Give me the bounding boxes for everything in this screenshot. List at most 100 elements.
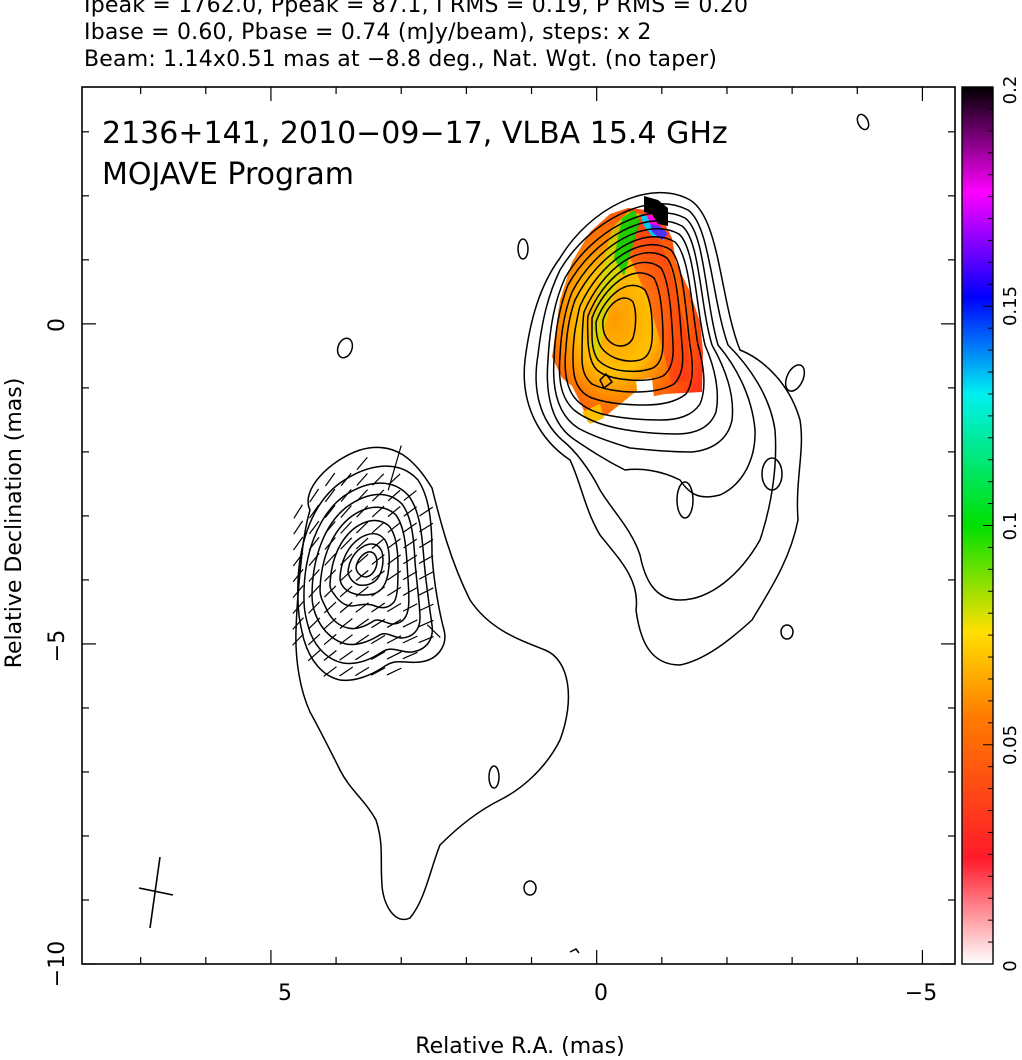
x-axis-label: Relative R.A. (mas) [415,1034,624,1059]
evpa-tick [403,554,418,565]
contour-core-9 [586,261,674,382]
evpa-tick [402,651,418,660]
x-tick-label: 5 [278,981,292,1006]
colorbar-tick-label: 0.05 [1000,725,1021,765]
evpa-tick [339,650,353,661]
evpa-tick [323,617,337,630]
contour-jet-4 [311,493,421,646]
evpa-tick [418,635,434,644]
y-tick-label: −10 [45,941,70,987]
contour-blob [517,238,529,260]
evpa-tick [307,649,321,662]
evpa-tick [402,619,418,628]
evpa-tick [402,570,418,581]
y-tick-label: 0 [45,318,70,332]
evpa-tick [354,666,370,677]
evpa-tick [386,619,402,628]
evpa-tick [387,522,401,533]
evpa-tick [403,538,418,549]
x-tick-label: 0 [594,981,608,1006]
contour-core-3 [546,212,756,498]
evpa-tick [387,538,401,549]
evpa-tick [339,585,353,598]
polarization-color-map [552,196,703,424]
contour-core-kink [599,372,614,390]
evpa-tick [355,602,369,613]
evpa-tick [418,587,434,596]
evpa-tick [356,456,368,471]
header-peak-line: Ipeak = 1762.0, Ppeak = 87.1, I RMS = 0.… [84,0,749,18]
evpa-tick [293,536,304,551]
evpa-tick [356,505,369,518]
evpa-tick [339,634,353,645]
evpa-tick [386,667,402,676]
evpa-tick [371,602,386,613]
evpa-tick [308,520,320,535]
axis-ticks [82,87,955,965]
evpa-tick [371,570,385,581]
evpa-tick [418,619,434,628]
evpa-tick [340,521,353,534]
y-axis-label: Relative Declination (mas) [2,378,27,669]
evpa-tick [355,650,370,661]
contour-blob [569,948,580,954]
contour-core-12 [602,297,637,347]
evpa-tick [323,633,337,646]
evpa-tick [324,569,337,582]
evpa-tick [356,473,368,486]
evpa-tick [418,571,434,580]
evpa-tick [387,489,401,502]
evpa-tick [355,586,369,597]
evpa-tick [355,618,370,629]
evpa-tick [292,617,304,630]
evpa-vectors [292,445,441,677]
evpa-tick [370,651,386,660]
contour-blob [523,880,537,896]
contour-core-2 [535,203,777,601]
contour-jet-outer [295,446,570,921]
evpa-tick [419,506,434,517]
evpa-tick [386,602,402,613]
evpa-tick [340,488,352,503]
evpa-tick [340,472,352,487]
evpa-tick [308,617,321,630]
contour-blob [336,337,354,359]
contour-core-7 [572,244,694,406]
evpa-tick [370,667,386,676]
colorbar-ticks [983,86,993,965]
evpa-tick [307,633,321,646]
plot-frame [81,86,956,965]
evpa-tick [403,506,417,517]
x-tick-label: −5 [905,981,937,1006]
evpa-tick [403,490,417,501]
evpa-tick [372,473,385,486]
contour-core-10 [591,272,664,373]
evpa-tick [355,553,369,566]
evpa-tick [324,504,336,519]
evpa-tick [402,635,418,644]
evpa-tick [371,554,385,565]
evpa-tick [355,634,370,645]
evpa-tick [402,587,418,596]
contour-core-outer [523,191,803,666]
evpa-tick [324,520,336,535]
contour-core-6 [564,236,705,421]
evpa-tick [308,601,321,614]
evpa-tick [371,618,386,629]
evpa-tick [355,569,369,582]
evpa-tick [324,488,336,503]
evpa-tick [371,537,385,550]
evpa-tick [371,505,385,518]
evpa-tick [324,537,336,550]
evpa-tick [356,489,369,502]
beam-marker [138,856,174,929]
contour-core-11 [595,284,654,362]
contour-blob [780,624,794,640]
evpa-tick [402,603,418,612]
contour-blob [856,113,870,131]
contour-blob [761,457,783,491]
evpa-tick [418,603,434,612]
evpa-tick [324,553,337,566]
evpa-tick [292,633,305,646]
